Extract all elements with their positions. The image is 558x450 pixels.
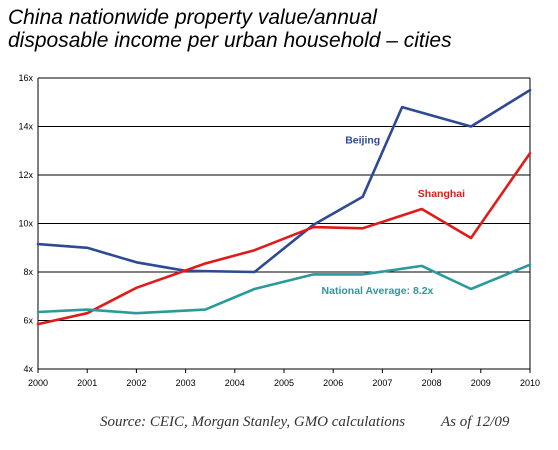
series-line-shanghai	[36, 151, 532, 326]
y-tick-label: 10x	[18, 219, 33, 229]
x-tick-label: 2000	[28, 378, 48, 388]
x-tick-label: 2002	[126, 378, 146, 388]
chart-title-line-1: China nationwide property value/annual	[8, 6, 377, 29]
source-note: Source: CEIC, Morgan Stanley, GMO calcul…	[100, 414, 406, 430]
series-line-national-average	[36, 263, 532, 315]
y-tick-label: 6x	[23, 316, 33, 326]
as-of-note: As of 12/09	[441, 414, 510, 430]
x-tick-label: 2001	[77, 378, 97, 388]
x-tick-label: 2008	[422, 378, 442, 388]
x-tick-label: 2006	[323, 378, 343, 388]
chart-title-line-2: disposable income per urban household – …	[8, 29, 452, 52]
y-tick-label: 16x	[18, 73, 33, 83]
series-label-national-average: National Average: 8.2x	[322, 285, 434, 297]
x-tick-label: 2010	[520, 378, 540, 388]
series-label-beijing: Beijing	[345, 134, 380, 146]
y-tick-label: 4x	[23, 364, 33, 374]
series-line-beijing	[36, 88, 532, 274]
x-tick-label: 2007	[372, 378, 392, 388]
x-tick-label: 2005	[274, 378, 294, 388]
x-tick-label: 2003	[176, 378, 196, 388]
y-tick-label: 8x	[23, 267, 33, 277]
x-tick-label: 2004	[225, 378, 245, 388]
y-tick-label: 12x	[18, 170, 33, 180]
chart-title: China nationwide property value/annual d…	[8, 6, 548, 52]
series-label-shanghai: Shanghai	[418, 188, 465, 200]
y-tick-label: 14x	[18, 122, 33, 132]
x-tick-label: 2009	[471, 378, 491, 388]
